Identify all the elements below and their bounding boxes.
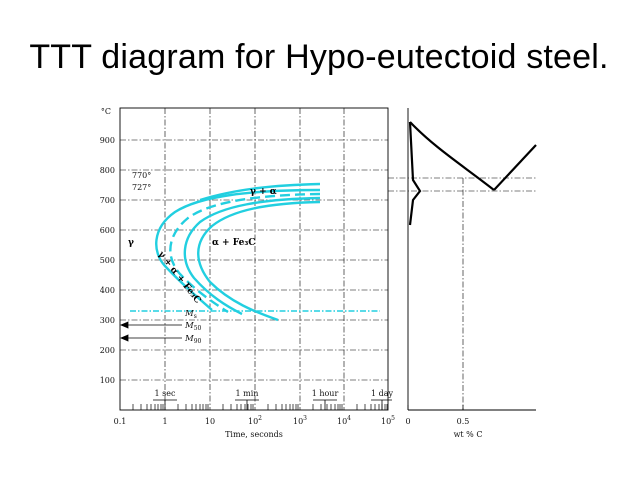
ttt-temp-tick: 800: [100, 166, 115, 175]
martensite-arrows: [119, 321, 182, 342]
time-marker-1-day: 1 day: [371, 389, 394, 398]
region-gamma-alpha-fe3c-label: γ + α + Fe₃C: [156, 250, 203, 306]
ttt-time-tick: 10: [205, 417, 215, 426]
transformation-intermediate-curve: [183, 196, 321, 316]
ttt-temp-tick: 700: [100, 196, 115, 205]
ttt-time-tick: 105: [381, 415, 395, 426]
ttt-temp-unit: °C: [101, 107, 111, 116]
ttt-transformation-curves: [130, 182, 380, 322]
temp-770-label: 770°: [132, 171, 151, 180]
ttt-plot-frame: [119, 107, 389, 411]
ms-label: Ms: [184, 309, 197, 320]
time-marker-1-hour: 1 hour: [312, 389, 339, 398]
temp-727-label: 727°: [132, 183, 151, 192]
time-marker-1-min: 1 min: [236, 389, 259, 398]
ttt-temp-tick: 400: [100, 286, 115, 295]
time-marker-1-sec: 1 sec: [155, 389, 176, 398]
region-alpha-fe3c-label: α + Fe₃C: [212, 238, 255, 248]
transformation-50-curve: [169, 192, 321, 314]
ttt-time-tick: 104: [337, 415, 351, 426]
ferrite-start-curve: [199, 182, 321, 202]
ttt-time-markers: [153, 399, 392, 410]
ttt-temp-tick: 500: [100, 256, 115, 265]
ttt-temp-tick: 600: [100, 226, 115, 235]
ttt-temp-tick: 200: [100, 346, 115, 355]
ttt-temp-tick: 100: [100, 376, 115, 385]
transformation-finish-curve: [197, 200, 321, 322]
ttt-time-tick: 102: [248, 415, 262, 426]
phase-diagram: [388, 108, 537, 411]
acm-line: [493, 144, 537, 191]
phase-x-tick: 0: [405, 417, 410, 426]
ttt-time-tick: 103: [293, 415, 307, 426]
region-gamma-alpha-label: γ + α: [250, 187, 277, 197]
phase-x-axis-label: wt % C: [454, 430, 483, 439]
region-gamma-label: γ: [128, 238, 134, 248]
m90-label: M90: [184, 334, 202, 345]
m50-label: M50: [184, 321, 202, 332]
a3-line: [409, 121, 495, 191]
ttt-temp-tick: 900: [100, 136, 115, 145]
phase-x-tick: 0.5: [457, 417, 470, 426]
ttt-time-grid: [164, 108, 345, 410]
ttt-time-tick: 1: [162, 417, 167, 426]
slide-title: TTT diagram for Hypo-eutectoid steel.: [29, 38, 609, 76]
transformation-start-curve: [155, 188, 321, 311]
ttt-temp-tick: 300: [100, 316, 115, 325]
ttt-log-minor-ticks: [132, 404, 388, 410]
ttt-temperature-grid: [120, 139, 388, 381]
ttt-x-axis-label: Time, seconds: [225, 430, 283, 439]
ttt-time-tick: 0.1: [114, 417, 127, 426]
alpha-solvus-line: [408, 121, 422, 226]
